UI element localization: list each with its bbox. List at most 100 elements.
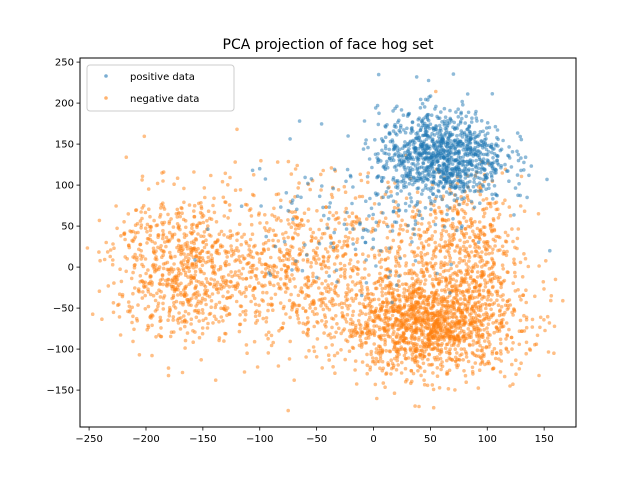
point-negative bbox=[378, 283, 383, 287]
point-negative bbox=[482, 244, 487, 249]
point-positive bbox=[334, 268, 339, 273]
point-negative bbox=[201, 318, 205, 323]
point-negative bbox=[432, 327, 436, 332]
point-negative bbox=[526, 264, 531, 269]
point-negative bbox=[374, 280, 378, 285]
point-negative bbox=[492, 301, 497, 305]
point-negative bbox=[301, 330, 306, 335]
point-positive bbox=[406, 159, 411, 164]
point-negative bbox=[382, 328, 387, 332]
point-negative bbox=[342, 263, 347, 268]
point-positive bbox=[458, 144, 462, 148]
point-negative bbox=[422, 306, 426, 311]
point-negative bbox=[418, 281, 422, 286]
point-positive bbox=[412, 175, 416, 180]
point-negative bbox=[452, 337, 457, 342]
point-negative bbox=[435, 318, 440, 322]
point-negative bbox=[401, 325, 406, 329]
point-negative bbox=[197, 335, 202, 340]
point-positive bbox=[437, 163, 442, 168]
point-positive bbox=[472, 205, 477, 210]
point-positive bbox=[326, 217, 331, 221]
point-positive bbox=[476, 166, 481, 171]
point-negative bbox=[208, 282, 213, 286]
point-positive bbox=[382, 164, 386, 168]
point-positive bbox=[417, 165, 422, 170]
point-positive bbox=[424, 144, 429, 148]
point-negative bbox=[244, 285, 248, 290]
point-negative bbox=[202, 230, 207, 234]
point-negative bbox=[156, 245, 160, 250]
point-negative bbox=[470, 220, 474, 225]
point-negative bbox=[131, 291, 135, 296]
point-negative bbox=[218, 282, 223, 287]
point-negative bbox=[219, 275, 224, 280]
point-negative bbox=[374, 347, 379, 351]
point-negative bbox=[384, 316, 389, 320]
point-negative bbox=[488, 342, 492, 347]
point-positive bbox=[426, 78, 431, 83]
point-positive bbox=[400, 155, 404, 159]
point-negative bbox=[317, 298, 322, 302]
point-positive bbox=[259, 204, 263, 208]
point-negative bbox=[459, 270, 464, 275]
point-negative bbox=[177, 316, 181, 321]
point-negative bbox=[524, 340, 529, 345]
point-negative bbox=[354, 382, 359, 386]
point-negative bbox=[474, 249, 479, 253]
point-negative bbox=[366, 318, 371, 322]
point-positive bbox=[460, 99, 465, 104]
point-negative bbox=[272, 269, 276, 273]
point-negative bbox=[402, 254, 407, 258]
point-negative bbox=[200, 280, 204, 285]
point-positive bbox=[370, 165, 374, 170]
point-negative bbox=[380, 290, 384, 294]
point-positive bbox=[450, 167, 454, 172]
point-negative bbox=[430, 282, 435, 286]
point-positive bbox=[461, 169, 466, 174]
point-positive bbox=[458, 180, 463, 184]
point-negative bbox=[350, 280, 355, 284]
point-positive bbox=[447, 206, 452, 210]
point-negative bbox=[427, 312, 431, 317]
point-negative bbox=[105, 250, 110, 254]
point-negative bbox=[343, 190, 348, 194]
point-negative bbox=[161, 266, 166, 271]
point-negative bbox=[292, 378, 297, 383]
point-negative bbox=[417, 318, 422, 323]
point-negative bbox=[353, 368, 357, 372]
point-positive bbox=[422, 105, 427, 109]
point-negative bbox=[355, 267, 360, 271]
point-negative bbox=[365, 288, 370, 292]
point-negative bbox=[278, 277, 283, 281]
point-positive bbox=[456, 115, 461, 119]
point-negative bbox=[396, 363, 401, 367]
point-negative bbox=[233, 188, 238, 192]
point-positive bbox=[457, 202, 462, 207]
point-negative bbox=[524, 351, 528, 356]
point-negative bbox=[441, 194, 446, 198]
point-negative bbox=[323, 323, 327, 327]
point-negative bbox=[452, 305, 457, 310]
point-positive bbox=[518, 193, 522, 198]
point-positive bbox=[381, 211, 385, 215]
point-positive bbox=[348, 173, 353, 178]
point-negative bbox=[142, 134, 147, 139]
point-positive bbox=[394, 179, 398, 183]
point-positive bbox=[437, 123, 442, 128]
point-negative bbox=[341, 329, 345, 333]
point-negative bbox=[190, 247, 194, 251]
point-negative bbox=[481, 225, 486, 229]
point-negative bbox=[468, 225, 473, 229]
point-positive bbox=[474, 116, 479, 120]
point-negative bbox=[456, 306, 461, 311]
point-positive bbox=[397, 118, 401, 123]
point-negative bbox=[326, 283, 330, 287]
point-positive bbox=[466, 147, 471, 151]
point-negative bbox=[150, 353, 154, 358]
point-negative bbox=[393, 273, 398, 278]
point-negative bbox=[138, 274, 143, 278]
point-negative bbox=[112, 281, 116, 285]
point-negative bbox=[201, 220, 206, 225]
point-negative bbox=[332, 249, 336, 253]
